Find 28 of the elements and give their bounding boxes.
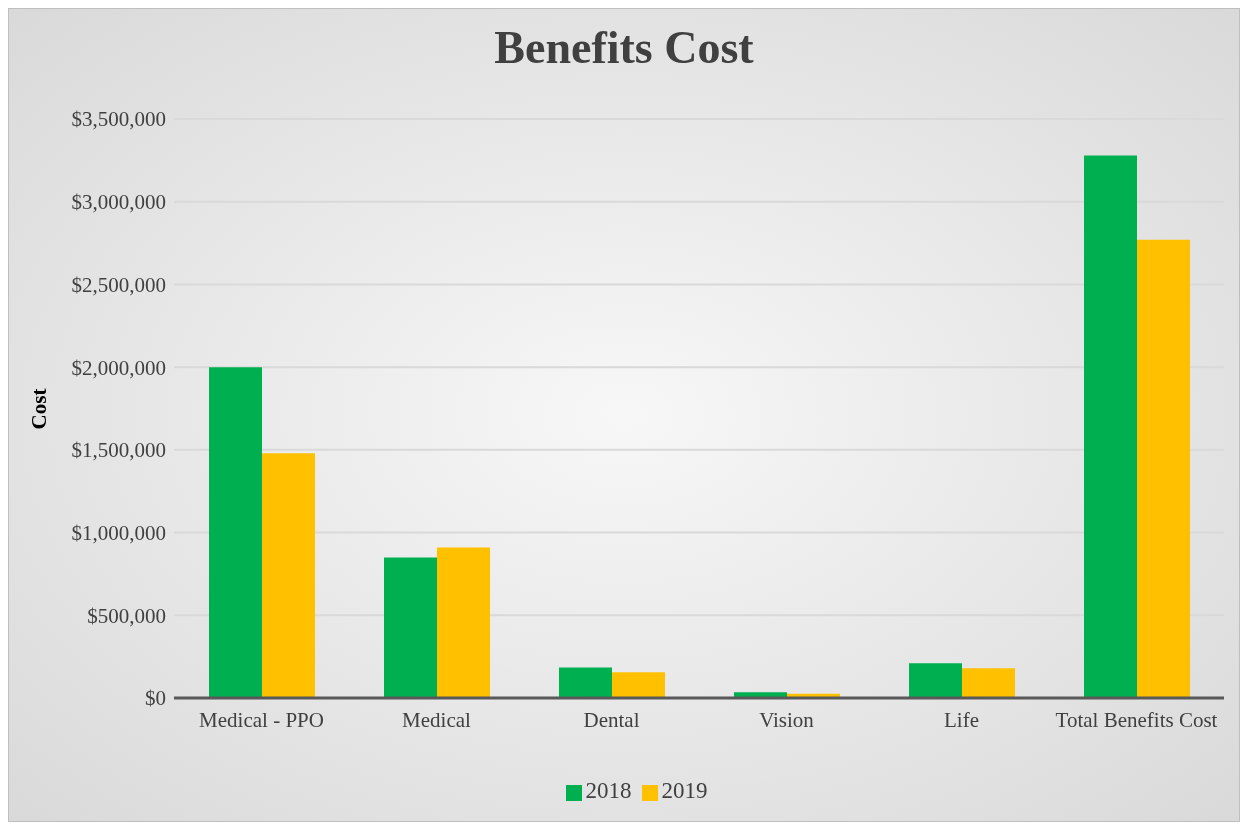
y-tick-label: $0 <box>145 686 166 711</box>
y-axis-title: Cost <box>26 388 52 430</box>
y-tick-label: $1,500,000 <box>71 438 166 463</box>
bar <box>1137 239 1190 698</box>
legend-label: 2019 <box>661 778 708 803</box>
y-tick-label: $500,000 <box>87 603 166 628</box>
x-tick-label: Vision <box>759 707 815 732</box>
bar <box>1084 155 1137 698</box>
bar <box>384 557 437 698</box>
bar <box>559 667 612 698</box>
bar <box>962 668 1015 698</box>
x-tick-label: Dental <box>583 707 640 732</box>
bar <box>909 663 962 698</box>
x-tick-label: Life <box>944 707 979 732</box>
y-tick-label: $2,500,000 <box>71 272 166 297</box>
y-tick-label: $3,500,000 <box>71 107 166 132</box>
y-tick-label: $2,000,000 <box>71 355 166 380</box>
x-tick-label: Total Benefits Cost <box>1055 707 1218 732</box>
bar <box>612 672 665 698</box>
bar <box>437 547 490 698</box>
legend-label: 2018 <box>585 778 632 803</box>
bar <box>262 453 315 698</box>
x-tick-label: Medical - PPO <box>199 707 324 732</box>
bar <box>209 367 262 698</box>
y-tick-label: $1,000,000 <box>71 521 166 546</box>
y-tick-label: $3,000,000 <box>71 190 166 215</box>
x-tick-label: Medical <box>402 707 472 732</box>
chart-title: Benefits Cost <box>493 21 755 74</box>
